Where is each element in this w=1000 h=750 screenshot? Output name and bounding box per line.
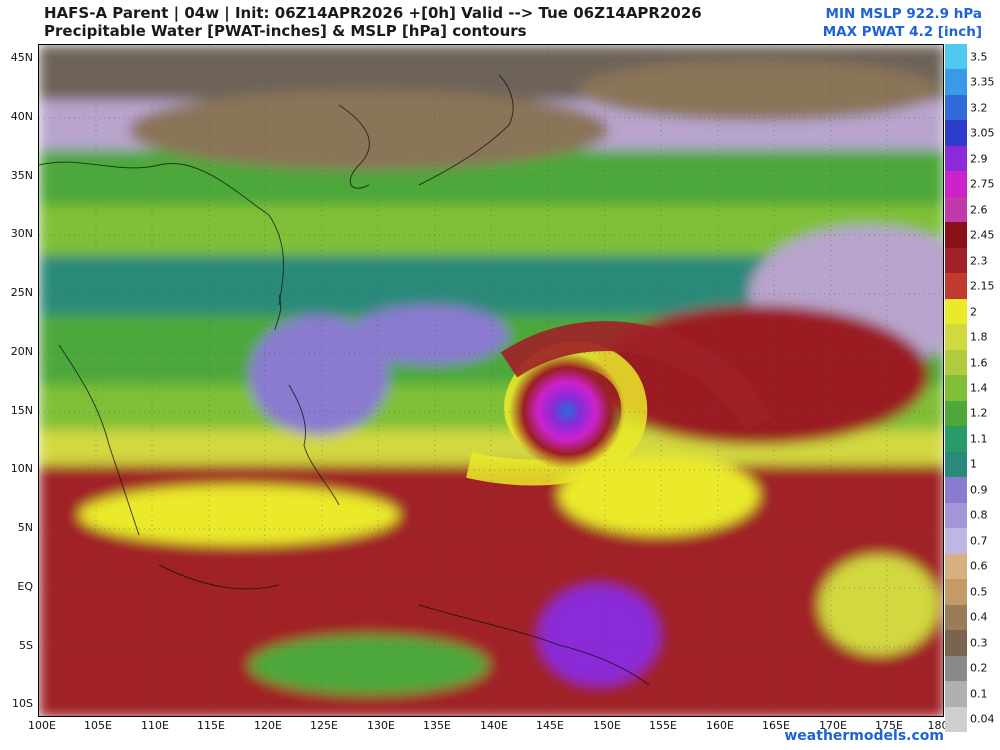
colorbar-segment [945,120,967,147]
colorbar-segment [945,528,967,555]
colorbar-segment [945,171,967,198]
colorbar-label: 0.1 [970,687,988,701]
lon-label: 170E [819,719,847,732]
colorbar-label: 2 [970,305,977,319]
lon-label: 130E [367,719,395,732]
colorbar-label: 3.5 [970,50,988,64]
colorbar-segment [945,706,967,733]
colorbar-label: 1.6 [970,356,988,370]
colorbar-segment [945,451,967,478]
graticule [39,45,943,716]
colorbar-label: 0.04 [970,712,995,726]
map-canvas [39,45,943,716]
colorbar-segment [945,604,967,631]
colorbar-segment [945,630,967,657]
colorbar-label: 2.9 [970,152,988,166]
colorbar-label: 0.9 [970,483,988,497]
lat-label: 10N [10,462,33,475]
lon-label: 155E [649,719,677,732]
colorbar-segment [945,349,967,376]
lat-label: 5N [17,521,33,534]
colorbar-label: 0.7 [970,534,988,548]
colorbar-label: 0.8 [970,508,988,522]
lon-label: 120E [254,719,282,732]
max-pwat-readout: MAX PWAT 4.2 [inch] [822,24,982,40]
colorbar-segment [945,69,967,96]
colorbar-label: 0.3 [970,636,988,650]
colorbar-segment [945,579,967,606]
colorbar-segment [945,681,967,707]
lon-label: 135E [423,719,451,732]
lon-label: 160E [706,719,734,732]
colorbar-segment [945,44,967,70]
pwat-colorbar [945,44,967,733]
lat-label: 20N [10,345,33,358]
lon-label: 100E [28,719,56,732]
lat-label: 40N [10,110,33,123]
colorbar-segment [945,400,967,427]
colorbar-label: 3.05 [970,126,995,140]
lon-label: 110E [141,719,169,732]
colorbar-segment [945,94,967,121]
coastlines [39,74,650,686]
lon-label: 145E [536,719,564,732]
credit-watermark: weathermodels.com [784,728,944,744]
min-mslp-readout: MIN MSLP 922.9 hPa [825,6,982,22]
colorbar-segment [945,553,967,580]
lon-label: 140E [480,719,508,732]
colorbar-label: 0.4 [970,610,988,624]
lon-label: 175E [875,719,903,732]
lat-label: 10S [12,697,33,710]
colorbar-label: 0.2 [970,661,988,675]
colorbar-segment [945,375,967,402]
typhoon-core [509,353,625,469]
colorbar-segment [945,196,967,223]
outer-rain-band [500,321,773,433]
colorbar-label: 3.35 [970,75,995,89]
colorbar-label: 3.2 [970,101,988,115]
colorbar-segment [945,298,967,325]
colorbar-label: 2.45 [970,228,995,242]
colorbar-segment [945,222,967,249]
colorbar-segment [945,477,967,504]
lat-label: 5S [19,639,33,652]
lon-label: 180 [927,719,949,732]
colorbar-label: 1 [970,457,977,471]
lon-label: 125E [310,719,338,732]
colorbar-segment [945,324,967,351]
colorbar-label: 1.1 [970,432,988,446]
pwat-field [39,45,943,716]
lon-label: 105E [84,719,112,732]
lat-label: 35N [10,169,33,182]
title-line-2: Precipitable Water [PWAT-inches] & MSLP … [44,22,527,40]
lat-label: EQ [17,580,33,593]
colorbar-segment [945,426,967,453]
colorbar-segment [945,502,967,529]
lat-label: 45N [10,51,33,64]
lon-label: 165E [762,719,790,732]
lat-label: 15N [10,404,33,417]
colorbar-label: 1.8 [970,330,988,344]
colorbar-label: 2.6 [970,203,988,217]
colorbar-segment [945,247,967,274]
colorbar-label: 2.15 [970,279,995,293]
title-line-1: HAFS-A Parent | 04w | Init: 06Z14APR2026… [44,4,702,22]
colorbar-label: 1.2 [970,406,988,420]
pwat-mslp-map [38,44,944,717]
lon-label: 115E [197,719,225,732]
lat-label: 25N [10,286,33,299]
colorbar-label: 0.5 [970,585,988,599]
lon-label: 150E [593,719,621,732]
colorbar-label: 2.3 [970,254,988,268]
colorbar-label: 2.75 [970,177,995,191]
colorbar-label: 0.6 [970,559,988,573]
lat-label: 30N [10,227,33,240]
colorbar-segment [945,145,967,172]
colorbar-label: 1.4 [970,381,988,395]
colorbar-segment [945,655,967,682]
colorbar-segment [945,273,967,300]
